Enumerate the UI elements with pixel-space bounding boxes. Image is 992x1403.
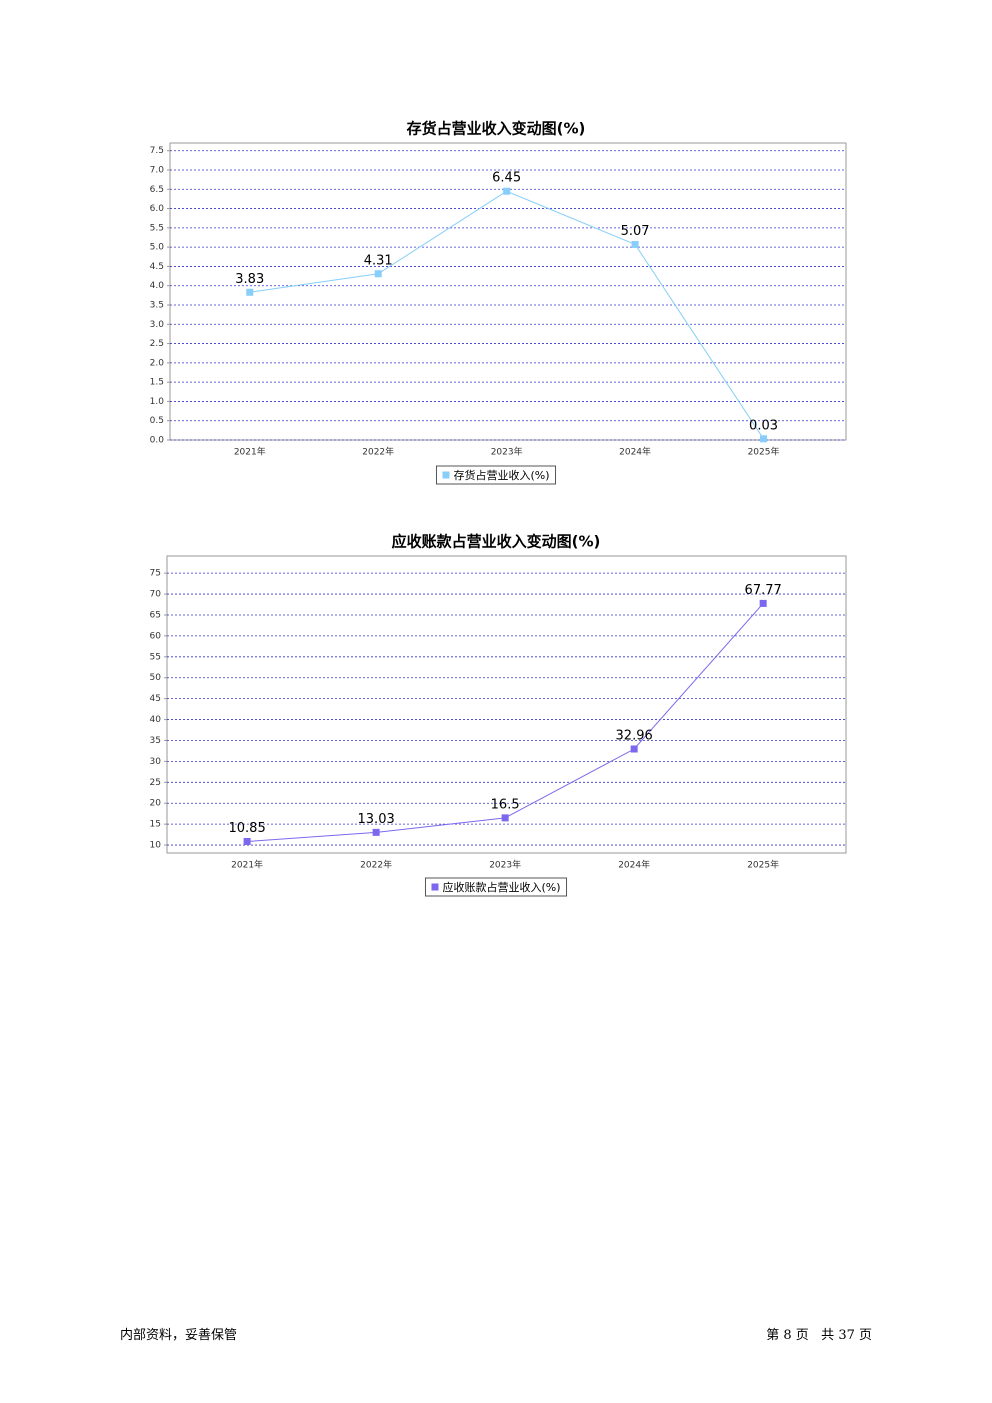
x-tick-label: 2025年 [747, 859, 779, 871]
y-tick-label: 6.5 [150, 185, 164, 195]
plot-area [169, 142, 847, 441]
data-point [372, 828, 380, 836]
data-label: 13.03 [358, 812, 395, 827]
data-point [760, 435, 768, 443]
x-tick-label: 2021年 [231, 859, 263, 871]
y-tick-label: 0.0 [150, 436, 165, 446]
data-label: 67.77 [745, 583, 782, 598]
y-tick-label: 50 [150, 673, 162, 683]
y-tick-label: 1.5 [150, 378, 164, 388]
footer-page: 第 8 页 共 37 页 [766, 1328, 872, 1343]
y-tick-label: 75 [150, 569, 161, 579]
legend: 存货占营业收入(%) [435, 465, 557, 485]
chart-title: 存货占营业收入变动图(%) [407, 120, 586, 138]
y-tick-label: 60 [150, 631, 162, 641]
y-tick-label: 6.0 [150, 204, 165, 214]
y-tick-label: 10 [150, 841, 162, 851]
x-tick-label: 2023年 [489, 859, 521, 871]
x-tick-label: 2025年 [748, 446, 780, 458]
x-tick-label: 2022年 [360, 859, 392, 871]
y-tick-label: 45 [150, 694, 161, 704]
x-tick-label: 2021年 [234, 446, 266, 458]
y-tick-label: 7.0 [150, 166, 165, 176]
data-point [374, 270, 382, 278]
y-tick-label: 55 [150, 652, 161, 662]
data-label: 6.45 [492, 171, 521, 186]
y-tick-label: 2.5 [150, 339, 164, 349]
data-point [246, 288, 254, 296]
data-label: 16.5 [491, 797, 520, 812]
data-label: 3.83 [235, 272, 264, 287]
y-tick-label: 15 [150, 820, 161, 830]
data-point [759, 599, 767, 607]
y-tick-label: 65 [150, 610, 161, 620]
y-tick-label: 70 [150, 590, 162, 600]
data-point [503, 187, 511, 195]
data-point [243, 837, 251, 845]
x-tick-label: 2024年 [618, 859, 650, 871]
legend-swatch [442, 471, 450, 479]
plot-area [166, 555, 847, 854]
legend-label: 存货占营业收入(%) [453, 468, 549, 482]
data-label: 4.31 [364, 253, 393, 268]
data-point [631, 240, 639, 248]
legend-box [435, 465, 557, 485]
y-tick-label: 35 [150, 736, 161, 746]
y-tick-label: 0.5 [150, 416, 164, 426]
chart-title: 应收账款占营业收入变动图(%) [392, 533, 601, 551]
data-point [501, 814, 509, 822]
y-tick-label: 2.0 [150, 358, 165, 368]
data-label: 0.03 [749, 418, 778, 433]
y-tick-label: 3.0 [150, 320, 165, 330]
x-tick-label: 2023年 [491, 446, 523, 458]
y-tick-label: 30 [150, 757, 162, 767]
y-tick-label: 3.5 [150, 301, 164, 311]
data-label: 10.85 [229, 821, 266, 836]
x-tick-label: 2024年 [619, 446, 651, 458]
legend: 应收账款占营业收入(%) [424, 877, 568, 897]
y-tick-label: 5.0 [150, 243, 165, 253]
y-tick-label: 4.5 [150, 262, 164, 272]
x-tick-label: 2022年 [362, 446, 394, 458]
y-tick-label: 7.5 [150, 146, 164, 156]
legend-label: 应收账款占营业收入(%) [442, 880, 560, 894]
y-tick-label: 1.0 [150, 397, 165, 407]
data-label: 32.96 [616, 729, 653, 744]
legend-box [424, 877, 568, 897]
charts: 存货占营业收入变动图(%) 0.0 0.5 1.0 1.5 2.0 2.5 3.0 3.5 4.0… [150, 120, 847, 897]
legend-swatch [431, 883, 439, 891]
y-tick-label: 5.5 [150, 223, 164, 233]
data-label: 5.07 [621, 224, 650, 239]
y-tick-label: 20 [150, 799, 162, 809]
footer-note: 内部资料，妥善保管 [120, 1328, 238, 1343]
y-tick-label: 4.0 [150, 281, 165, 291]
y-tick-label: 40 [150, 715, 162, 725]
y-tick-label: 25 [150, 778, 161, 788]
data-point [630, 745, 638, 753]
